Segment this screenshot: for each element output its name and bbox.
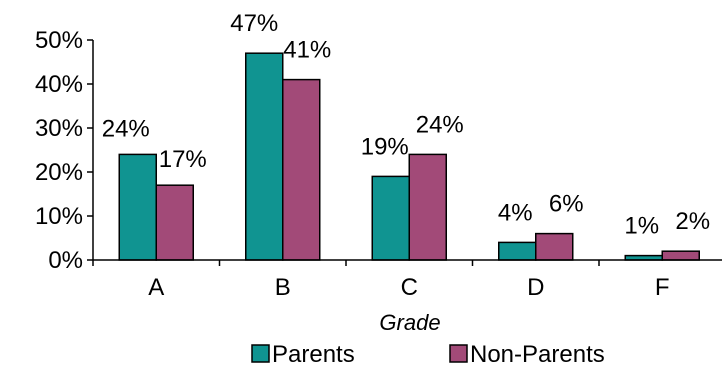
legend-swatch — [251, 344, 270, 363]
legend-label: Non-Parents — [470, 341, 605, 368]
bar-parents-d — [498, 241, 537, 261]
data-labels: 24% 17% 47%41% 19% 24% 4% 6% 1% 2% — [102, 10, 710, 239]
bar-parents-c — [371, 175, 410, 261]
bar-non-parents-a — [155, 184, 194, 261]
x-tick-label: F — [655, 274, 670, 301]
x-tick-label: B — [275, 274, 291, 301]
x-tick-label: C — [401, 274, 418, 301]
data-label: 19% — [361, 133, 409, 160]
x-axis-title: Grade — [379, 310, 440, 335]
y-axis-ticks: 0% 10% 20% 30% 40% 50% — [35, 27, 93, 274]
y-tick-label: 30% — [35, 115, 83, 142]
data-label: 24% — [102, 115, 150, 142]
legend-label: Parents — [272, 341, 355, 368]
bars — [118, 52, 700, 261]
y-tick-label: 10% — [35, 203, 83, 230]
bar-non-parents-d — [535, 232, 574, 261]
data-label: 41% — [283, 37, 331, 64]
legend-swatch — [449, 344, 468, 363]
x-tick-label: D — [527, 274, 544, 301]
data-label: 6% — [549, 191, 584, 218]
data-label: 17% — [159, 146, 207, 173]
y-tick-label: 20% — [35, 159, 83, 186]
bar-non-parents-f — [661, 250, 700, 261]
bar-non-parents-c — [408, 153, 447, 261]
y-tick-label: 40% — [35, 71, 83, 98]
data-label: 1% — [624, 213, 659, 240]
bar-parents-b — [245, 52, 284, 261]
legend: Parents Non-Parents — [251, 341, 605, 368]
data-label: 47% — [230, 10, 278, 37]
x-tick-label: A — [148, 274, 164, 301]
data-label: 2% — [675, 208, 710, 235]
y-tick-label: 0% — [48, 247, 83, 274]
y-tick-label: 50% — [35, 27, 83, 54]
data-label: 24% — [416, 111, 464, 138]
bar-non-parents-b — [282, 78, 321, 261]
bar-parents-a — [118, 153, 157, 261]
data-label: 4% — [498, 199, 533, 226]
